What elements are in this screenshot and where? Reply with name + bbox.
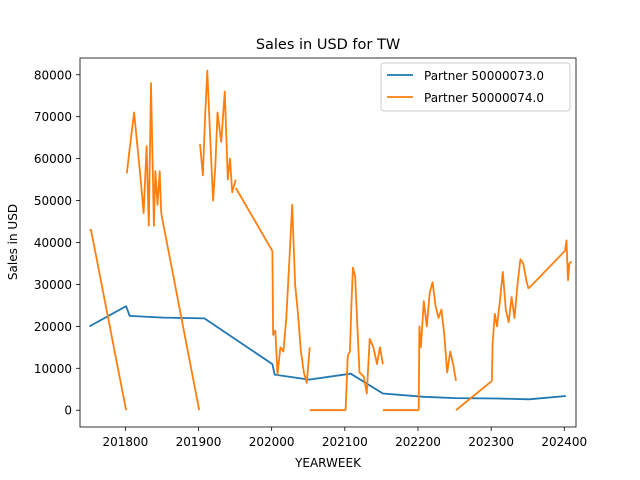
- x-tick-label: 202400: [541, 435, 587, 449]
- legend-label-series-2: Partner 50000074.0: [424, 91, 544, 105]
- series-2-line-1: [89, 228, 127, 411]
- x-axis-label: YEARWEEK: [294, 456, 362, 470]
- y-tick-label: 80000: [34, 68, 72, 82]
- series-2-line-6: [271, 203, 311, 384]
- series-2-line-14: [564, 239, 573, 282]
- legend-frame: [380, 62, 571, 112]
- x-tick-label: 202000: [249, 435, 295, 449]
- y-tick-label: 60000: [34, 152, 72, 166]
- series-2-line-12: [491, 258, 530, 381]
- x-tick-label: 202200: [395, 435, 441, 449]
- series-2-line-2: [125, 82, 163, 227]
- x-tick-label: 201800: [102, 435, 148, 449]
- y-tick-label: 20000: [34, 320, 72, 334]
- chart-title: Sales in USD for TW: [256, 37, 400, 53]
- plot-area: [80, 58, 576, 427]
- x-axis-ticks: 201800 201900 202000 202100 202200 202300 2024…: [102, 427, 587, 449]
- series-1-line-1: [89, 305, 566, 401]
- y-axis-ticks: 0 10000 20000 30000 40000 50000 60000 70000 8000…: [34, 68, 80, 418]
- legend-label-series-1: Partner 50000073.0: [424, 69, 544, 83]
- series-2-line-8: [344, 266, 384, 411]
- legend: Partner 50000073.0 Partner 50000074.0: [380, 62, 571, 112]
- y-tick-label: 50000: [34, 194, 72, 208]
- y-axis-label: Sales in USD: [6, 204, 20, 280]
- y-tick-label: 40000: [34, 236, 72, 250]
- series-layer: [89, 69, 573, 412]
- x-tick-label: 201900: [176, 435, 222, 449]
- series-2-line-4: [199, 69, 237, 202]
- series-2-line-10: [417, 281, 457, 411]
- y-tick-label: 70000: [34, 110, 72, 124]
- x-tick-label: 202300: [468, 435, 514, 449]
- series-2-line-5: [235, 187, 274, 252]
- y-tick-label: 10000: [34, 362, 72, 376]
- series-2-line-3: [160, 212, 201, 411]
- y-tick-label: 0: [64, 404, 72, 418]
- series-2-line-13: [527, 250, 566, 290]
- x-tick-label: 202100: [322, 435, 368, 449]
- series-2-line-11: [455, 380, 493, 411]
- y-tick-label: 30000: [34, 278, 72, 292]
